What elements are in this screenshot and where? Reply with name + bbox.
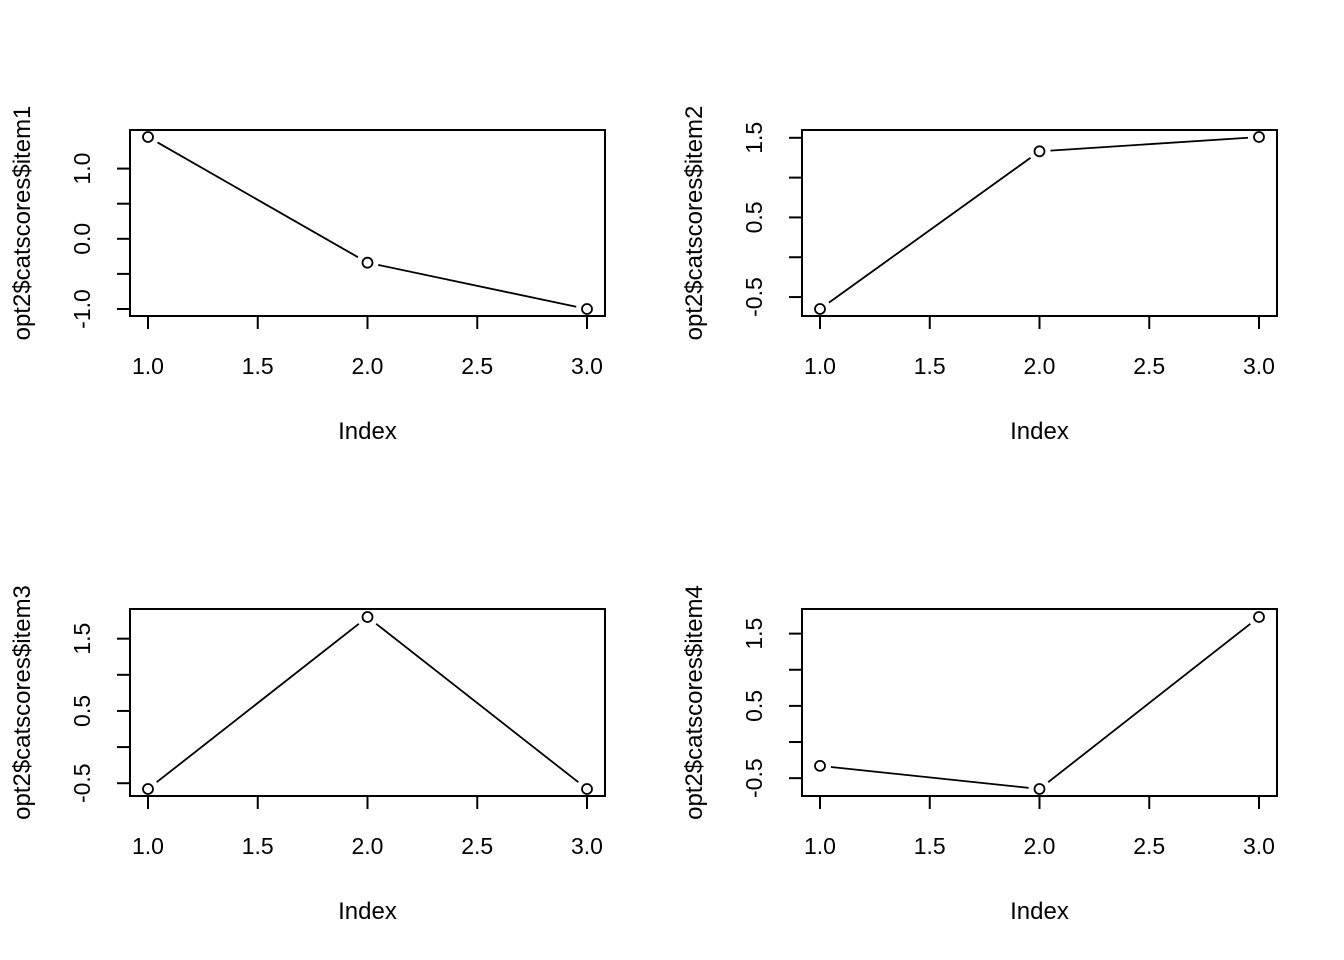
data-point bbox=[142, 783, 154, 795]
data-point bbox=[814, 303, 826, 315]
series-segment bbox=[1050, 136, 1249, 152]
x-tick-label: 1.5 bbox=[242, 353, 274, 379]
x-tick-label: 3.0 bbox=[571, 833, 603, 859]
x-tick-label: 2.5 bbox=[461, 833, 493, 859]
y-tick-label: 1.5 bbox=[741, 122, 767, 154]
x-tick-label: 2.0 bbox=[1024, 353, 1056, 379]
plot-frame bbox=[801, 608, 1278, 797]
x-tick-label: 1.0 bbox=[804, 353, 836, 379]
y-tick-label: -0.5 bbox=[69, 763, 95, 803]
plot-frame bbox=[129, 129, 606, 317]
y-axis-title: opt2$catscores$item1 bbox=[9, 106, 36, 341]
y-tick-label: 0.5 bbox=[741, 690, 767, 722]
y-tick-label: 1.0 bbox=[69, 153, 95, 185]
plot-frame bbox=[129, 608, 606, 797]
series-segment bbox=[828, 157, 1032, 304]
x-tick-label: 1.5 bbox=[914, 833, 946, 859]
y-tick-label: -0.5 bbox=[741, 758, 767, 798]
x-tick-label: 3.0 bbox=[1243, 353, 1275, 379]
panel-item4: 1.0 1.5 2.0 2.5 3.0 -0.5 0.5 1.5 Index opt2$catsc… bbox=[681, 585, 1278, 925]
plot-frame bbox=[801, 129, 1278, 317]
y-tick-label: 0.5 bbox=[741, 201, 767, 233]
x-tick-label: 2.0 bbox=[352, 833, 384, 859]
series-segment bbox=[157, 141, 359, 258]
y-tick-label: -1.0 bbox=[69, 289, 95, 329]
x-tick-label: 1.0 bbox=[804, 833, 836, 859]
data-point bbox=[1253, 611, 1265, 623]
x-axis-title: Index bbox=[338, 418, 397, 445]
series-segment bbox=[156, 623, 360, 783]
series-segment bbox=[378, 264, 577, 308]
data-point bbox=[142, 131, 154, 143]
y-axis-title: opt2$catscores$item2 bbox=[681, 106, 708, 341]
data-point bbox=[361, 611, 374, 623]
x-axis-title: Index bbox=[1010, 418, 1069, 445]
series-segment bbox=[1047, 623, 1251, 783]
x-tick-label: 1.0 bbox=[132, 353, 164, 379]
y-tick-label: 0.0 bbox=[69, 223, 95, 255]
x-axis-title: Index bbox=[1010, 898, 1069, 925]
x-tick-label: 2.0 bbox=[1024, 833, 1056, 859]
data-point bbox=[1033, 783, 1046, 795]
series-segment bbox=[830, 766, 1029, 789]
y-tick-label: -0.5 bbox=[741, 277, 767, 317]
data-point bbox=[1253, 131, 1265, 143]
x-tick-label: 3.0 bbox=[571, 353, 603, 379]
panel-item1: 1.0 1.5 2.0 2.5 3.0 -1.0 0.0 1.0 Index opt2$catsc… bbox=[9, 106, 606, 445]
x-tick-label: 1.5 bbox=[914, 353, 946, 379]
x-tick-label: 1.5 bbox=[242, 833, 274, 859]
x-tick-label: 2.5 bbox=[1133, 353, 1165, 379]
y-tick-label: 1.5 bbox=[741, 618, 767, 650]
data-point bbox=[814, 759, 826, 772]
y-tick-label: 0.5 bbox=[69, 695, 95, 727]
y-tick-label: 1.5 bbox=[69, 623, 95, 655]
series-segment bbox=[375, 623, 579, 783]
x-tick-label: 2.5 bbox=[1133, 833, 1165, 859]
y-axis-title: opt2$catscores$item4 bbox=[681, 585, 708, 820]
x-tick-label: 2.5 bbox=[461, 353, 493, 379]
x-tick-label: 3.0 bbox=[1243, 833, 1275, 859]
data-point bbox=[581, 783, 593, 795]
data-point bbox=[361, 256, 374, 269]
x-tick-label: 1.0 bbox=[132, 833, 164, 859]
x-axis-title: Index bbox=[338, 898, 397, 925]
x-tick-label: 2.0 bbox=[352, 353, 384, 379]
y-axis-title: opt2$catscores$item3 bbox=[9, 585, 36, 820]
panel-item2: 1.0 1.5 2.0 2.5 3.0 -0.5 0.5 1.5 Index opt2$catsc… bbox=[681, 106, 1278, 445]
panel-item3: 1.0 1.5 2.0 2.5 3.0 -0.5 0.5 1.5 Index opt2$catsc… bbox=[9, 585, 606, 925]
data-point bbox=[581, 303, 593, 315]
data-point bbox=[1033, 145, 1046, 158]
